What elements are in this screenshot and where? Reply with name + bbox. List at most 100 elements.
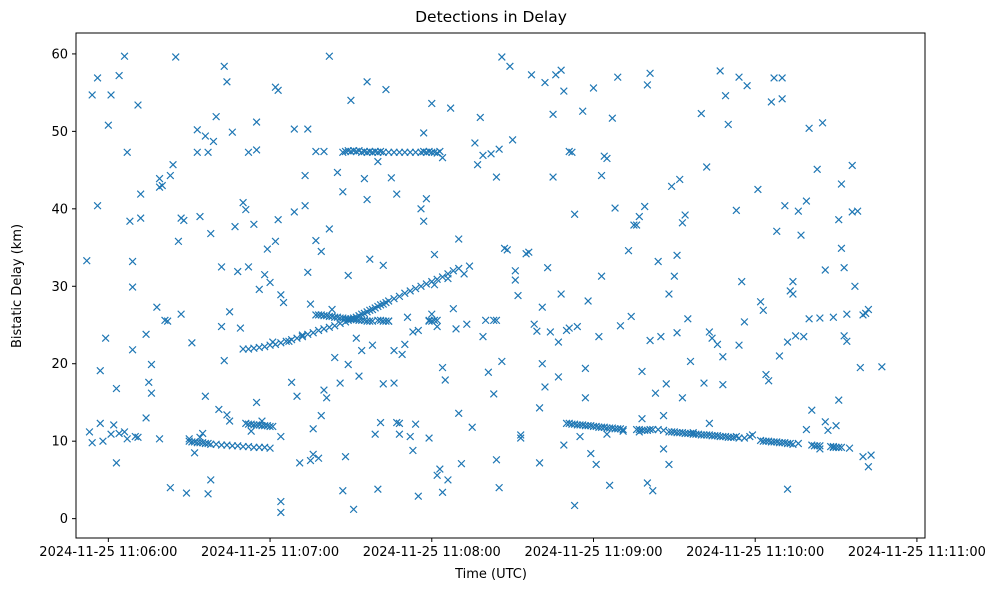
data-point <box>255 443 264 452</box>
data-point <box>395 148 404 157</box>
data-point <box>481 316 490 325</box>
y-tick-label: 10 <box>51 435 68 450</box>
data-point <box>851 282 859 291</box>
data-point <box>473 160 482 169</box>
data-point <box>82 256 91 265</box>
data-point <box>320 325 328 333</box>
data-point <box>212 112 220 121</box>
data-point <box>277 290 285 299</box>
x-tick-label: 2024-11-25 11:08:00 <box>363 545 501 560</box>
data-point <box>314 454 323 463</box>
data-point <box>204 439 212 448</box>
y-tick-label: 0 <box>60 512 68 527</box>
data-point <box>541 383 549 391</box>
data-point <box>673 328 681 337</box>
data-point <box>266 278 274 287</box>
data-point <box>322 393 331 402</box>
data-point <box>360 174 369 183</box>
data-point <box>190 448 199 457</box>
data-point <box>347 96 355 105</box>
data-point <box>352 334 361 342</box>
data-point <box>365 255 374 263</box>
data-point <box>217 441 226 449</box>
data-point <box>476 113 485 122</box>
data-point <box>673 251 681 260</box>
data-point <box>88 91 96 99</box>
data-point <box>223 411 231 419</box>
data-point <box>834 215 843 224</box>
data-point <box>568 148 576 157</box>
data-point <box>789 290 797 298</box>
data-point <box>260 270 269 279</box>
data-point <box>355 316 363 325</box>
data-point <box>638 367 646 376</box>
data-point <box>390 346 398 355</box>
data-point <box>217 263 226 271</box>
marker-layer <box>82 52 886 517</box>
data-point <box>231 222 239 231</box>
data-point <box>96 366 105 375</box>
data-point <box>201 132 210 140</box>
data-point <box>88 438 96 447</box>
data-point <box>813 165 822 174</box>
data-point <box>511 266 520 275</box>
data-point <box>438 153 447 162</box>
data-point <box>573 421 582 429</box>
data-point <box>196 212 204 221</box>
data-point <box>131 432 140 441</box>
data-point <box>328 305 336 314</box>
data-point <box>516 434 525 442</box>
data-point <box>737 277 746 286</box>
data-point <box>810 442 819 450</box>
data-point <box>457 459 466 468</box>
data-point <box>206 440 215 449</box>
data-point <box>325 225 334 233</box>
data-point <box>438 273 447 281</box>
data-point <box>813 442 822 450</box>
data-point <box>104 121 113 129</box>
data-point <box>557 66 565 75</box>
data-point <box>697 109 706 118</box>
data-point <box>411 420 420 428</box>
data-point <box>454 409 463 418</box>
data-point <box>250 220 258 229</box>
data-point <box>96 419 105 428</box>
data-point <box>204 490 212 498</box>
data-point <box>422 280 431 288</box>
data-point <box>376 301 385 309</box>
data-point <box>834 443 843 452</box>
data-point <box>783 338 792 346</box>
data-point <box>495 145 503 154</box>
data-point <box>756 297 765 306</box>
data-point <box>802 197 811 205</box>
data-point <box>554 373 563 381</box>
data-point <box>330 353 339 362</box>
data-point <box>853 207 862 215</box>
data-point <box>228 442 237 450</box>
data-point <box>177 310 185 318</box>
data-point <box>665 290 673 298</box>
data-point <box>643 81 652 89</box>
data-point <box>597 272 606 281</box>
data-point <box>678 218 687 227</box>
data-point <box>382 85 390 94</box>
data-point <box>538 359 547 368</box>
data-point <box>161 316 169 325</box>
y-tick-label: 30 <box>51 280 68 295</box>
data-point <box>630 221 638 229</box>
data-point <box>153 303 161 312</box>
data-point <box>845 444 854 452</box>
data-point <box>193 148 202 157</box>
data-point <box>783 485 792 494</box>
data-point <box>363 195 371 204</box>
data-point <box>578 107 587 116</box>
data-point <box>843 337 851 346</box>
data-point <box>341 314 350 323</box>
data-point <box>570 501 579 510</box>
data-point <box>427 99 436 108</box>
data-point <box>430 250 439 259</box>
data-point <box>252 118 261 126</box>
data-point <box>673 428 681 437</box>
data-point <box>719 352 727 361</box>
data-point <box>848 161 857 170</box>
